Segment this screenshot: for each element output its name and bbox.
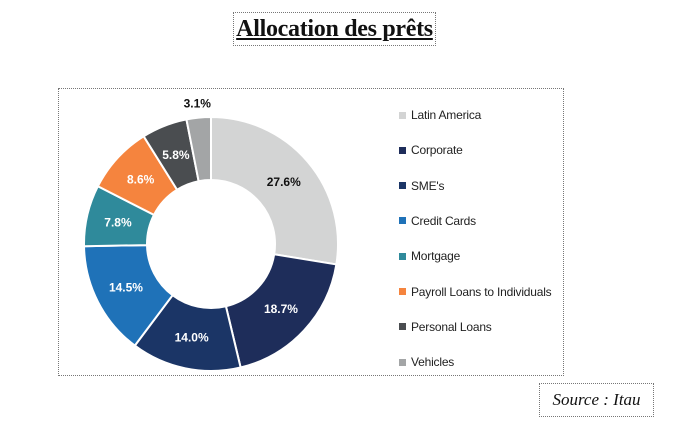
legend-item-mortgage: Mortgage [399,246,460,266]
data-label-credit-cards: 14.5% [109,280,143,294]
data-label-payroll-loans: 8.6% [127,172,155,186]
chart-container: 27.6% 18.7% 14.0% 14.5% 7.8% 8.6% 5.8% 3.1% Lat… [58,88,564,376]
legend-label: Corporate [411,143,463,158]
legend-item-vehicles: Vehicles [399,352,454,372]
legend-swatch [399,323,406,331]
data-label-corporate: 18.7% [264,302,298,316]
legend-swatch [399,146,406,154]
legend-label: Mortgage [411,249,461,264]
legend-label: Vehicles [411,355,455,370]
data-label-smes: 14.0% [175,331,209,345]
legend-item-smes: SME's [399,176,444,196]
legend-item-latin-america: Latin America [399,105,481,125]
legend-label: Credit Cards [411,213,476,228]
legend-swatch [399,182,406,190]
legend-label: Personal Loans [411,319,492,334]
legend-label: SME's [411,178,445,193]
legend-item-corporate: Corporate [399,140,463,160]
data-label-personal-loans: 5.8% [162,148,190,162]
data-label-latin-america: 27.6% [267,175,301,189]
chart-title: Allocation des prêts [236,15,433,42]
source-label: Source : Itau [552,390,641,409]
legend-label: Payroll Loans to Individuals [411,284,552,299]
legend-item-credit-cards: Credit Cards [399,211,476,231]
legend-swatch [399,288,406,295]
legend-item-personal-loans: Personal Loans [399,317,492,337]
slice-vehicles [185,115,212,183]
source-box: Source : Itau [539,383,654,417]
slice-latin-america [210,115,339,266]
legend-swatch [399,358,406,366]
data-label-vehicles: 3.1% [184,97,212,111]
legend-swatch [399,217,406,225]
legend-label: Latin America [411,108,482,122]
legend-swatch [399,111,406,119]
legend-swatch [399,252,406,260]
data-label-mortgage: 7.8% [104,215,132,229]
legend-item-payroll-loans: Payroll Loans to Individuals [399,282,552,302]
chart-title-box: Allocation des prêts [233,12,436,46]
donut-chart: 27.6% 18.7% 14.0% 14.5% 7.8% 8.6% 5.8% 3.1% [83,97,339,372]
